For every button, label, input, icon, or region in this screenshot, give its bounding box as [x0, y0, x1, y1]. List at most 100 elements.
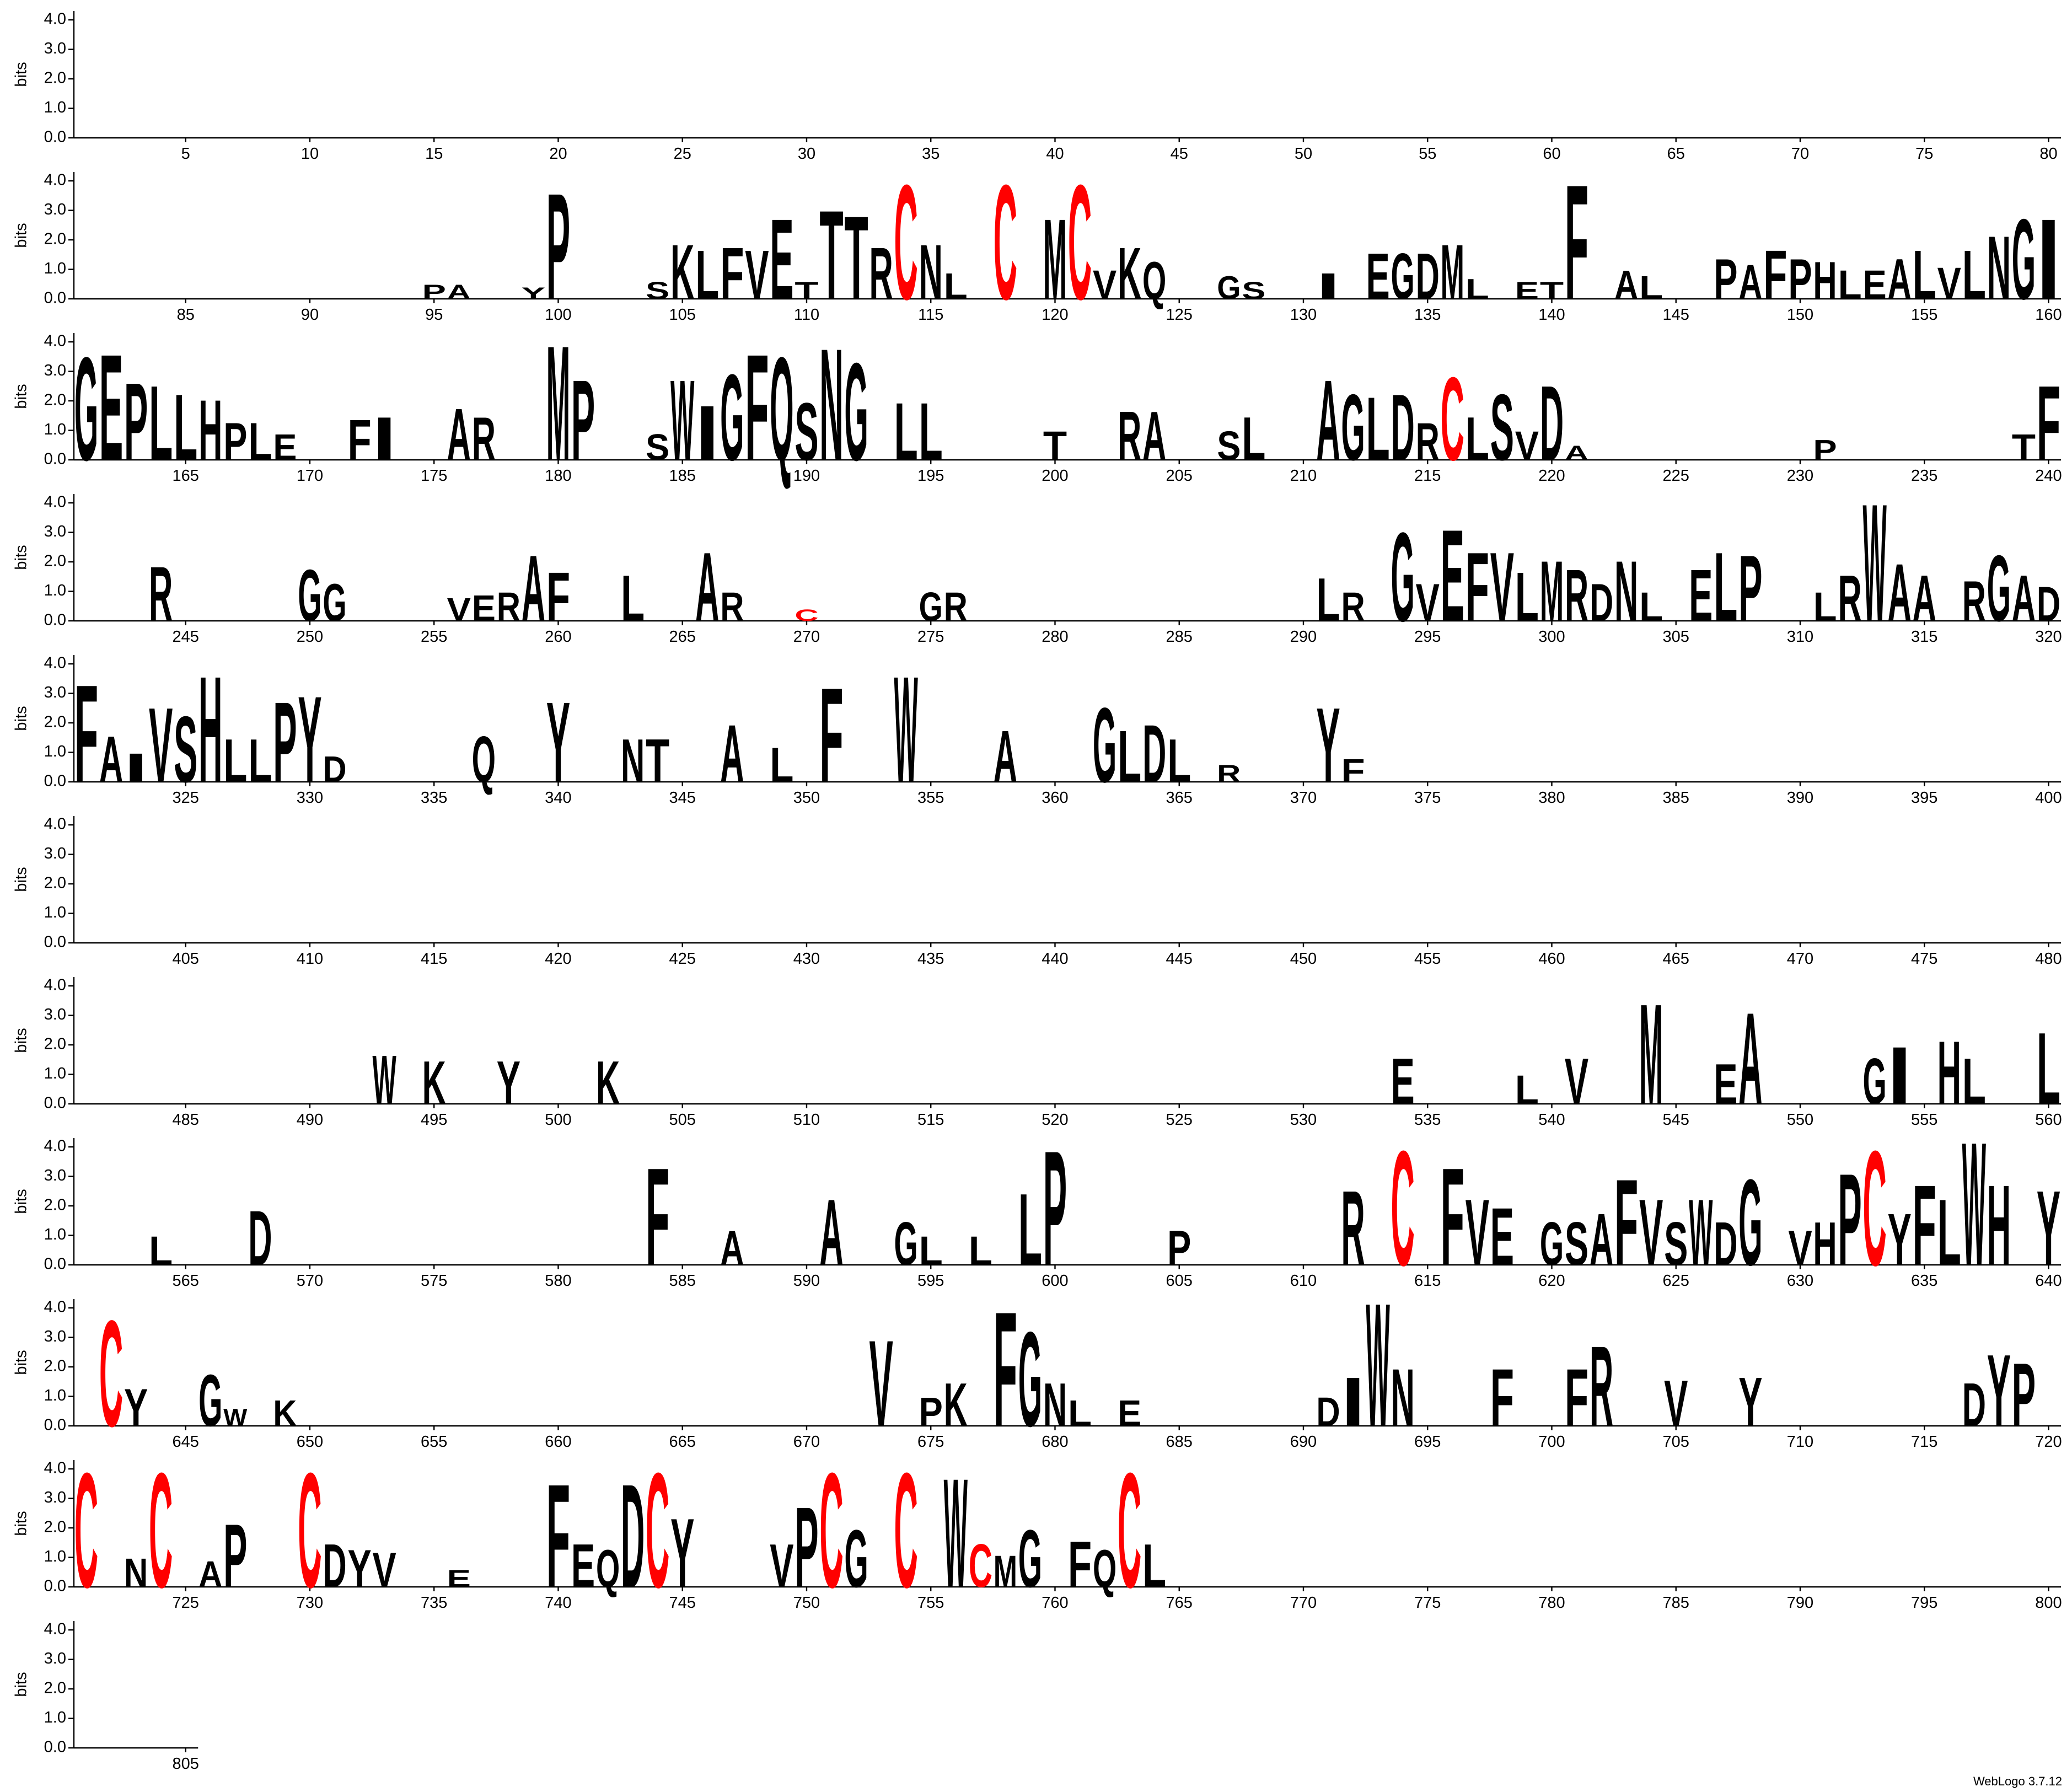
logo-letter: L: [2037, 1012, 2060, 1126]
logo-letter: G: [198, 1360, 222, 1442]
x-tick-label: 155: [1911, 306, 1937, 324]
logo-letter: A: [720, 709, 744, 800]
x-tick-label: 620: [1538, 1272, 1565, 1290]
logo-letter: D: [621, 1453, 645, 1618]
logo-letter: A: [1913, 562, 1936, 635]
x-tick-label: 170: [297, 467, 323, 485]
logo-letter: L: [1962, 1045, 1986, 1118]
logo-letter: W: [1962, 1106, 1987, 1302]
logo-letter: F: [1614, 1154, 1638, 1291]
logo-letter: G: [1217, 269, 1241, 306]
x-tick-label: 335: [421, 789, 447, 807]
logo-letter: F: [720, 233, 744, 315]
logo-letter: K: [1118, 233, 1141, 315]
logo-letter: P: [795, 1484, 818, 1612]
logo-letter: R: [944, 584, 968, 630]
logo-letter: S: [646, 277, 669, 304]
logo-letter: I: [2037, 196, 2060, 324]
x-tick-label: 630: [1787, 1272, 1813, 1290]
y-tick-label: 0.0: [44, 128, 66, 146]
logo-letter: P: [422, 280, 446, 303]
logo-letter: E: [99, 323, 123, 492]
logo-letter: R: [1565, 555, 1588, 637]
logo-letter: L: [1242, 404, 1265, 473]
logo-letter: E: [1863, 262, 1887, 308]
x-tick-label: 135: [1414, 306, 1441, 324]
logo-letter: H: [198, 645, 222, 814]
x-tick-label: 600: [1042, 1272, 1068, 1290]
logo-letter: P: [1788, 248, 1812, 312]
logo-letter: R: [1217, 760, 1241, 787]
logo-letter: P: [919, 1389, 943, 1435]
logo-letter: Y: [1987, 1334, 2011, 1448]
x-tick-label: 410: [297, 950, 323, 968]
logo-letter: Q: [596, 1539, 620, 1598]
x-tick-label: 730: [297, 1594, 323, 1612]
x-tick-label: 330: [297, 789, 323, 807]
logo-letter: C: [1441, 352, 1464, 485]
logo-letter: G: [298, 555, 321, 637]
x-tick-label: 150: [1787, 306, 1813, 324]
y-axis-label: bits: [13, 1189, 30, 1214]
logo-letter: L: [944, 266, 968, 307]
logo-letter: F: [1565, 1353, 1588, 1444]
logo-letter: Y: [1316, 685, 1340, 804]
x-tick-label: 790: [1787, 1594, 1813, 1612]
logo-letter: G: [1018, 1514, 1042, 1605]
logo-letter: A: [695, 532, 719, 642]
x-tick-label: 750: [793, 1594, 820, 1612]
logo-letter: G: [919, 584, 943, 630]
x-tick-label: 480: [2035, 950, 2062, 968]
logo-letter: L: [1366, 378, 1390, 479]
logo-letter: N: [1614, 544, 1638, 640]
x-tick-label: 520: [1042, 1111, 1068, 1129]
logo-letter: S: [174, 697, 197, 802]
logo-letter: A: [819, 1180, 843, 1285]
y-tick-label: 3.0: [44, 1650, 66, 1667]
x-tick-label: 550: [1787, 1111, 1813, 1129]
x-tick-label: 270: [793, 628, 820, 646]
y-tick-label: 3.0: [44, 523, 66, 540]
logo-letter: I: [695, 389, 719, 476]
logo-letter: P: [546, 162, 570, 331]
logo-letter: D: [323, 1531, 346, 1600]
y-axis-label: bits: [13, 706, 30, 731]
logo-letter: T: [844, 191, 868, 324]
x-tick-label: 290: [1290, 628, 1317, 646]
y-tick-label: 1.0: [44, 1065, 66, 1082]
logo-letter: L: [1913, 236, 1936, 314]
logo-letter: L: [695, 236, 719, 314]
logo-letter: L: [1838, 262, 1861, 308]
x-tick-label: 265: [669, 628, 696, 646]
x-tick-label: 540: [1538, 1111, 1565, 1129]
x-tick-label: 490: [297, 1111, 323, 1129]
logo-letter: V: [1490, 532, 1514, 642]
logo-letter: Q: [1142, 251, 1166, 310]
logo-letter: V: [447, 591, 471, 628]
logo-letter: E: [571, 1531, 595, 1600]
x-tick-label: 100: [545, 306, 571, 324]
logo-letter: F: [1341, 752, 1365, 789]
logo-letter: G: [1863, 1045, 1887, 1118]
logo-letter: L: [1316, 565, 1340, 634]
x-tick-label: 70: [1791, 145, 1809, 163]
y-tick-label: 4.0: [44, 171, 66, 189]
x-tick-label: 415: [421, 950, 447, 968]
x-tick-label: 655: [421, 1433, 447, 1451]
logo-letter: G: [844, 334, 868, 490]
x-tick-label: 660: [545, 1433, 571, 1451]
logo-letter: S: [1490, 375, 1514, 480]
x-tick-label: 420: [545, 950, 571, 968]
x-tick-label: 725: [173, 1594, 199, 1612]
logo-letter: L: [1962, 236, 1986, 314]
logo-letter: C: [894, 151, 918, 334]
logo-letter: W: [944, 1446, 968, 1620]
logo-letter: I: [1341, 1363, 1365, 1441]
logo-letter: Q: [472, 723, 496, 796]
logo-letter: R: [1590, 1323, 1613, 1451]
logo-letter: M: [1043, 196, 1067, 324]
x-tick-label: 55: [1419, 145, 1436, 163]
x-tick-label: 140: [1538, 306, 1565, 324]
logo-letter: E: [273, 427, 297, 468]
logo-letter: R: [1341, 1168, 1365, 1287]
